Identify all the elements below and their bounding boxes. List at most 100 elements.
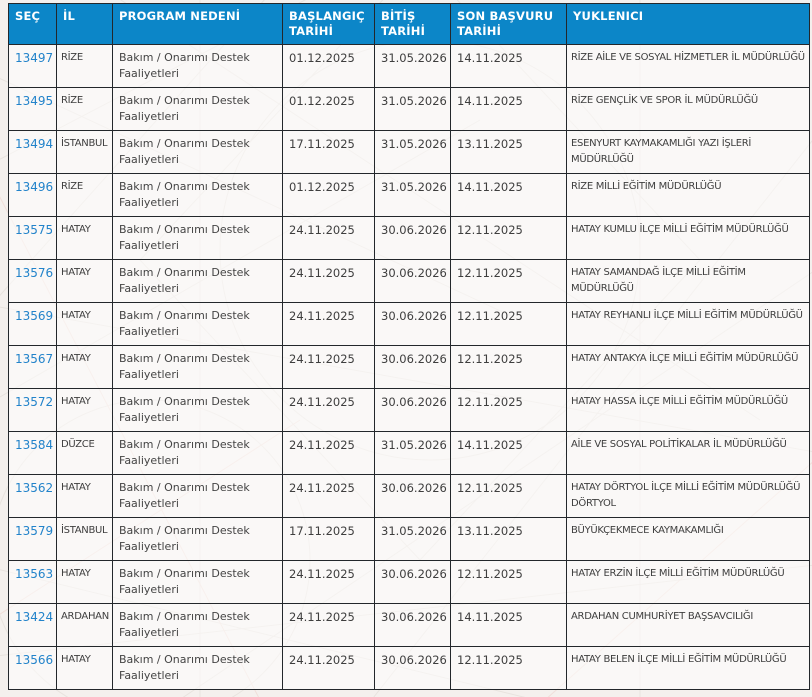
sec-cell: 13562 bbox=[8, 474, 57, 518]
son-basvuru-tarihi-cell: 14.11.2025 bbox=[450, 431, 567, 475]
baslangic-tarihi-cell: 17.11.2025 bbox=[282, 517, 375, 561]
il-cell: HATAY bbox=[56, 259, 113, 303]
il-cell: HATAY bbox=[56, 345, 113, 389]
table-row: 13424 ARDAHAN Bakım / Onarımı Destek Faa… bbox=[8, 603, 810, 647]
yuklenici-cell: RİZE MİLLİ EĞİTİM MÜDÜRLÜĞÜ bbox=[566, 173, 810, 217]
program-nedeni-cell: Bakım / Onarımı Destek Faaliyetleri bbox=[112, 388, 283, 432]
yuklenici-cell: AİLE VE SOSYAL POLİTİKALAR İL MÜDÜRLÜĞÜ bbox=[566, 431, 810, 475]
sec-cell: 13566 bbox=[8, 646, 57, 690]
program-nedeni-cell: Bakım / Onarımı Destek Faaliyetleri bbox=[112, 44, 283, 88]
bitis-tarihi-cell: 30.06.2026 bbox=[374, 603, 451, 647]
bitis-tarihi-cell: 30.06.2026 bbox=[374, 560, 451, 604]
col-header-son: SON BAŞVURU TARİHİ bbox=[450, 3, 567, 45]
record-id-link[interactable]: 13572 bbox=[15, 395, 54, 409]
record-id-link[interactable]: 13567 bbox=[15, 352, 54, 366]
baslangic-tarihi-cell: 24.11.2025 bbox=[282, 216, 375, 260]
record-id-link[interactable]: 13563 bbox=[15, 567, 54, 581]
il-cell: HATAY bbox=[56, 216, 113, 260]
program-listing-table: SEÇ İL PROGRAM NEDENİ BAŞLANGIÇ TARİHİ B… bbox=[8, 3, 810, 690]
program-nedeni-cell: Bakım / Onarımı Destek Faaliyetleri bbox=[112, 216, 283, 260]
baslangic-tarihi-cell: 24.11.2025 bbox=[282, 259, 375, 303]
son-basvuru-tarihi-cell: 12.11.2025 bbox=[450, 259, 567, 303]
yuklenici-cell: HATAY DÖRTYOL İLÇE MİLLİ EĞİTİM MÜDÜRLÜĞ… bbox=[566, 474, 810, 518]
record-id-link[interactable]: 13575 bbox=[15, 223, 54, 237]
il-cell: İSTANBUL bbox=[56, 130, 113, 174]
son-basvuru-tarihi-cell: 13.11.2025 bbox=[450, 517, 567, 561]
record-id-link[interactable]: 13584 bbox=[15, 438, 54, 452]
record-id-link[interactable]: 13494 bbox=[15, 137, 54, 151]
il-cell: HATAY bbox=[56, 560, 113, 604]
sec-cell: 13424 bbox=[8, 603, 57, 647]
yuklenici-cell: HATAY KUMLU İLÇE MİLLİ EĞİTİM MÜDÜRLÜĞÜ bbox=[566, 216, 810, 260]
table-body: 13497 RİZE Bakım / Onarımı Destek Faaliy… bbox=[8, 44, 810, 690]
record-id-link[interactable]: 13562 bbox=[15, 481, 54, 495]
sec-cell: 13563 bbox=[8, 560, 57, 604]
il-cell: DÜZCE bbox=[56, 431, 113, 475]
baslangic-tarihi-cell: 24.11.2025 bbox=[282, 474, 375, 518]
record-id-link[interactable]: 13566 bbox=[15, 653, 54, 667]
table-row: 13494 İSTANBUL Bakım / Onarımı Destek Fa… bbox=[8, 130, 810, 174]
son-basvuru-tarihi-cell: 12.11.2025 bbox=[450, 646, 567, 690]
il-cell: RİZE bbox=[56, 44, 113, 88]
col-header-program: PROGRAM NEDENİ bbox=[112, 3, 283, 45]
baslangic-tarihi-cell: 24.11.2025 bbox=[282, 388, 375, 432]
record-id-link[interactable]: 13496 bbox=[15, 180, 54, 194]
son-basvuru-tarihi-cell: 12.11.2025 bbox=[450, 474, 567, 518]
program-nedeni-cell: Bakım / Onarımı Destek Faaliyetleri bbox=[112, 560, 283, 604]
table-row: 13563 HATAY Bakım / Onarımı Destek Faali… bbox=[8, 560, 810, 604]
col-header-baslangic: BAŞLANGIÇ TARİHİ bbox=[282, 3, 375, 45]
col-header-yuklenici: YUKLENICI bbox=[566, 3, 810, 45]
program-nedeni-cell: Bakım / Onarımı Destek Faaliyetleri bbox=[112, 87, 283, 131]
table-row: 13495 RİZE Bakım / Onarımı Destek Faaliy… bbox=[8, 87, 810, 131]
baslangic-tarihi-cell: 01.12.2025 bbox=[282, 87, 375, 131]
table-row: 13569 HATAY Bakım / Onarımı Destek Faali… bbox=[8, 302, 810, 346]
record-id-link[interactable]: 13579 bbox=[15, 524, 54, 538]
il-cell: RİZE bbox=[56, 87, 113, 131]
il-cell: İSTANBUL bbox=[56, 517, 113, 561]
baslangic-tarihi-cell: 24.11.2025 bbox=[282, 646, 375, 690]
yuklenici-cell: BÜYÜKÇEKMECE KAYMAKAMLIĞI bbox=[566, 517, 810, 561]
table-row: 13562 HATAY Bakım / Onarımı Destek Faali… bbox=[8, 474, 810, 518]
baslangic-tarihi-cell: 24.11.2025 bbox=[282, 302, 375, 346]
il-cell: RİZE bbox=[56, 173, 113, 217]
col-header-il: İL bbox=[56, 3, 113, 45]
baslangic-tarihi-cell: 24.11.2025 bbox=[282, 431, 375, 475]
sec-cell: 13575 bbox=[8, 216, 57, 260]
record-id-link[interactable]: 13497 bbox=[15, 51, 54, 65]
table-row: 13576 HATAY Bakım / Onarımı Destek Faali… bbox=[8, 259, 810, 303]
sec-cell: 13494 bbox=[8, 130, 57, 174]
bitis-tarihi-cell: 30.06.2026 bbox=[374, 474, 451, 518]
il-cell: HATAY bbox=[56, 646, 113, 690]
bitis-tarihi-cell: 31.05.2026 bbox=[374, 44, 451, 88]
sec-cell: 13496 bbox=[8, 173, 57, 217]
sec-cell: 13497 bbox=[8, 44, 57, 88]
col-header-bitis: BİTİŞ TARİHİ bbox=[374, 3, 451, 45]
son-basvuru-tarihi-cell: 14.11.2025 bbox=[450, 87, 567, 131]
bitis-tarihi-cell: 30.06.2026 bbox=[374, 216, 451, 260]
son-basvuru-tarihi-cell: 14.11.2025 bbox=[450, 44, 567, 88]
yuklenici-cell: HATAY REYHANLI İLÇE MİLLİ EĞİTİM MÜDÜRLÜ… bbox=[566, 302, 810, 346]
yuklenici-cell: ESENYURT KAYMAKAMLIĞI YAZI İŞLERİ MÜDÜRL… bbox=[566, 130, 810, 174]
table-row: 13572 HATAY Bakım / Onarımı Destek Faali… bbox=[8, 388, 810, 432]
program-nedeni-cell: Bakım / Onarımı Destek Faaliyetleri bbox=[112, 130, 283, 174]
il-cell: ARDAHAN bbox=[56, 603, 113, 647]
son-basvuru-tarihi-cell: 14.11.2025 bbox=[450, 173, 567, 217]
sec-cell: 13567 bbox=[8, 345, 57, 389]
record-id-link[interactable]: 13569 bbox=[15, 309, 54, 323]
yuklenici-cell: ARDAHAN CUMHURİYET BAŞSAVCILIĞI bbox=[566, 603, 810, 647]
yuklenici-cell: HATAY BELEN İLÇE MİLLİ EĞİTİM MÜDÜRLÜĞÜ bbox=[566, 646, 810, 690]
table-row: 13584 DÜZCE Bakım / Onarımı Destek Faali… bbox=[8, 431, 810, 475]
record-id-link[interactable]: 13495 bbox=[15, 94, 54, 108]
col-header-sec: SEÇ bbox=[8, 3, 57, 45]
record-id-link[interactable]: 13576 bbox=[15, 266, 54, 280]
son-basvuru-tarihi-cell: 12.11.2025 bbox=[450, 560, 567, 604]
son-basvuru-tarihi-cell: 14.11.2025 bbox=[450, 603, 567, 647]
record-id-link[interactable]: 13424 bbox=[15, 610, 54, 624]
sec-cell: 13572 bbox=[8, 388, 57, 432]
program-nedeni-cell: Bakım / Onarımı Destek Faaliyetleri bbox=[112, 345, 283, 389]
baslangic-tarihi-cell: 24.11.2025 bbox=[282, 345, 375, 389]
il-cell: HATAY bbox=[56, 474, 113, 518]
yuklenici-cell: HATAY ANTAKYA İLÇE MİLLİ EĞİTİM MÜDÜRLÜĞ… bbox=[566, 345, 810, 389]
sec-cell: 13576 bbox=[8, 259, 57, 303]
bitis-tarihi-cell: 31.05.2026 bbox=[374, 173, 451, 217]
